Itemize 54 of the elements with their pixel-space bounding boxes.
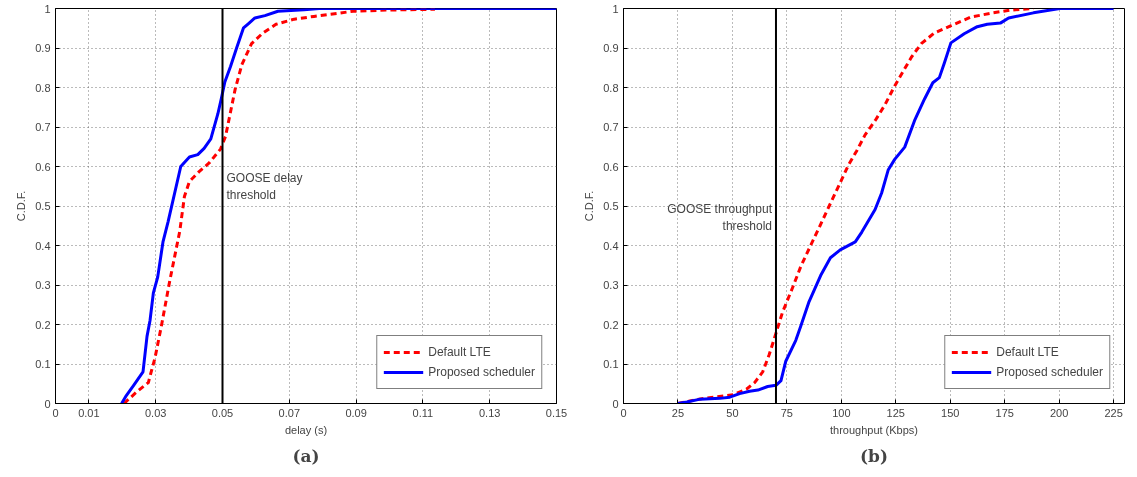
legend-label: Default LTE (428, 345, 491, 359)
y-tick-label: 0.5 (603, 200, 619, 212)
y-tick-label: 0.2 (603, 318, 619, 331)
y-tick-label: 0 (612, 397, 619, 410)
legend-label: Proposed scheduler (428, 365, 535, 379)
ref-line-label: GOOSE delay threshold (226, 170, 303, 202)
y-tick-label: 0.8 (35, 81, 51, 94)
x-tick-label: 0.05 (211, 406, 234, 419)
x-tick-label: 0.15 (545, 406, 568, 419)
x-tick-label: 50 (726, 406, 739, 419)
y-tick-label: 0.1 (35, 358, 51, 370)
x-tick-label: 200 (1049, 406, 1069, 419)
y-tick-label: 1 (612, 2, 619, 15)
legend-label: Default LTE (996, 345, 1059, 359)
x-tick-label: 0 (52, 406, 59, 419)
x-tick-label: 0.03 (145, 406, 167, 419)
y-axis-title: C.D.F. (583, 190, 596, 222)
y-tick-label: 0.6 (35, 160, 51, 173)
x-tick-label: 0.01 (78, 406, 100, 419)
x-tick-label: 100 (832, 406, 851, 419)
y-tick-label: 0.4 (35, 239, 51, 252)
y-tick-label: 0.4 (603, 239, 619, 252)
y-tick-label: 0.7 (603, 121, 619, 133)
x-axis-title: throughput (Kbps) (829, 423, 919, 436)
y-tick-label: 1 (44, 2, 51, 15)
x-tick-label: 0.09 (345, 406, 367, 419)
y-tick-label: 0.2 (35, 318, 51, 331)
legend-label: Proposed scheduler (996, 365, 1103, 379)
x-tick-label: 150 (941, 406, 960, 419)
x-tick-label: 0 (620, 406, 627, 419)
x-tick-label: 175 (995, 406, 1014, 419)
x-axis-title: delay (s) (284, 423, 328, 436)
text: (b) (860, 445, 888, 466)
y-tick-label: 0.6 (603, 160, 619, 173)
y-tick-label: 0.5 (35, 200, 51, 212)
x-tick-label: 125 (886, 406, 905, 419)
y-axis-title: C.D.F. (15, 190, 28, 222)
y-tick-label: 0.3 (35, 279, 51, 291)
x-tick-label: 0.13 (479, 406, 501, 419)
y-tick-label: 0.7 (35, 121, 51, 133)
y-tick-label: 0.1 (603, 358, 619, 370)
x-tick-label: 225 (1104, 406, 1123, 419)
y-tick-label: 0.9 (35, 42, 51, 54)
y-tick-label: 0.3 (603, 279, 619, 291)
ref-line-label: GOOSE throughput threshold (667, 202, 773, 234)
y-tick-label: 0 (44, 397, 51, 410)
line-series (120, 8, 557, 404)
y-tick-label: 0.8 (603, 81, 619, 94)
x-tick-label: 75 (780, 406, 793, 419)
x-tick-label: 0.07 (278, 406, 301, 419)
y-tick-label: 0.9 (603, 42, 619, 54)
x-tick-label: 0.11 (412, 406, 434, 419)
text: (a) (292, 445, 320, 466)
x-tick-label: 25 (671, 406, 685, 419)
